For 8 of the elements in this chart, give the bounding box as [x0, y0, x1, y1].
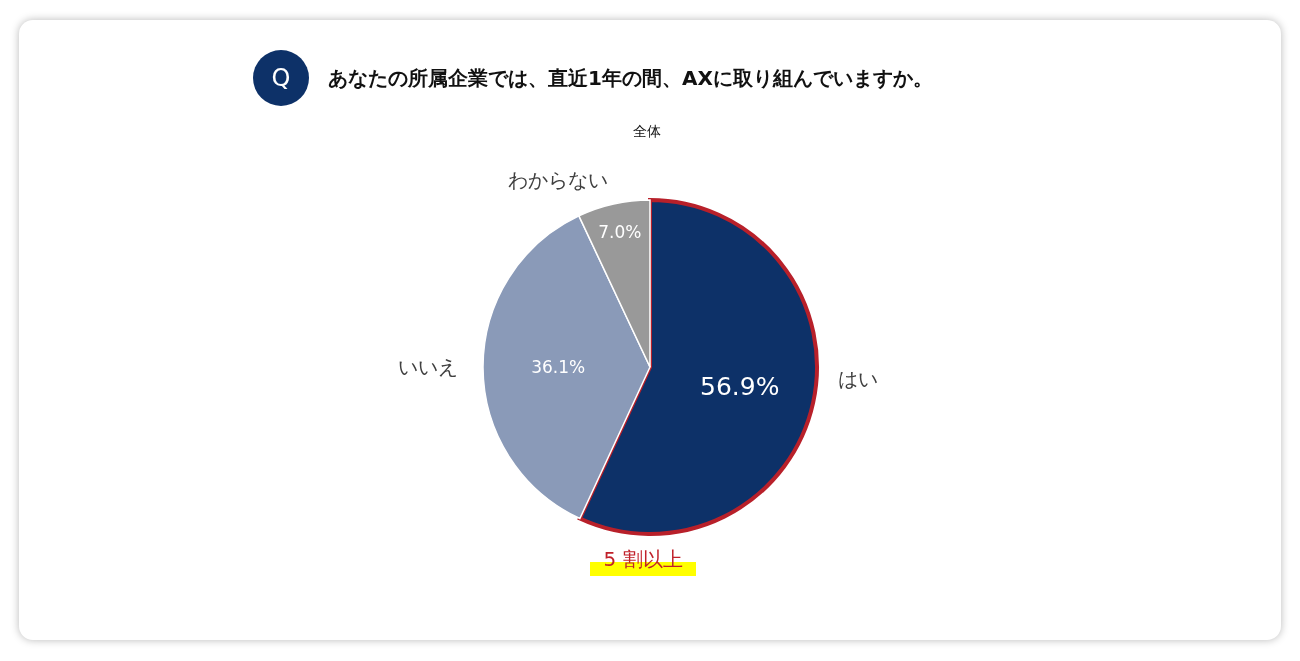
data-label: 7.0% — [598, 221, 642, 242]
slice-label: いいえ — [398, 355, 458, 380]
chart-title: あなたの所属企業では、直近1年の間、AXに取り組んでいますか。 — [328, 65, 933, 92]
chart-subtitle: 全体 — [632, 122, 662, 140]
slice-label: わからない — [508, 167, 609, 192]
data-label: 56.9% — [699, 372, 780, 402]
slice-label: はい — [837, 367, 878, 392]
data-label: 36.1% — [531, 357, 586, 378]
